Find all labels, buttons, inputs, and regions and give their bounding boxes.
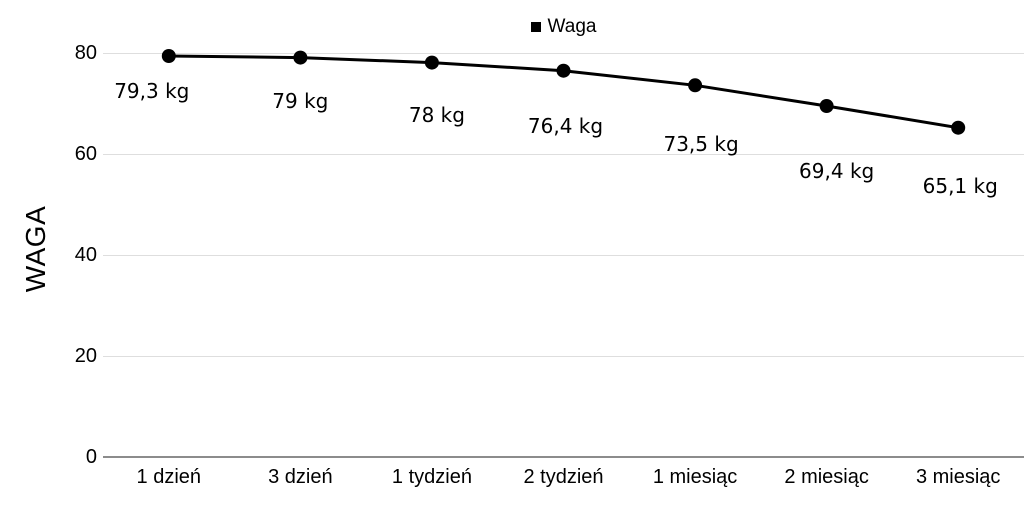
data-point-marker (951, 120, 966, 135)
x-tick-label: 3 dzień (268, 466, 333, 488)
data-point-label: 73,5 kg (663, 132, 739, 157)
x-tick-label: 1 tydzień (391, 466, 472, 488)
data-point-label: 78 kg (408, 102, 465, 127)
data-point-label: 79 kg (272, 88, 329, 113)
legend: Waga (103, 16, 1024, 38)
x-tick-label: 2 tydzień (523, 466, 604, 488)
x-axis-line (103, 455, 1024, 458)
y-tick-label: 80 (74, 42, 97, 64)
data-point-marker (161, 49, 176, 63)
x-tick-label: 1 dzień (136, 466, 202, 488)
gridline (103, 356, 1024, 357)
data-point-marker (556, 63, 571, 78)
y-tick-label: 20 (74, 345, 97, 367)
x-tick-label: 1 miesiąc (652, 466, 738, 488)
x-tick-label: 2 miesiąc (784, 466, 869, 488)
y-tick-label: 40 (74, 244, 97, 266)
data-point-marker (293, 50, 308, 65)
data-point-label: 65,1 kg (922, 173, 998, 198)
gridline (103, 255, 1024, 256)
data-point-marker (819, 99, 834, 113)
gridline (103, 53, 1024, 54)
legend-label: Waga (547, 16, 597, 37)
y-tick-label: 60 (74, 143, 97, 165)
x-tick-label: 3 miesiąc (915, 466, 1001, 488)
data-point-label: 69,4 kg (799, 159, 875, 184)
data-point-label: 79,3 kg (114, 79, 190, 104)
data-point-marker (688, 78, 703, 93)
legend-square-marker-icon (530, 22, 541, 32)
data-point-marker (424, 55, 439, 70)
gridline (103, 154, 1024, 155)
data-point-label: 76,4 kg (527, 113, 604, 138)
y-tick-label: 0 (85, 446, 97, 468)
